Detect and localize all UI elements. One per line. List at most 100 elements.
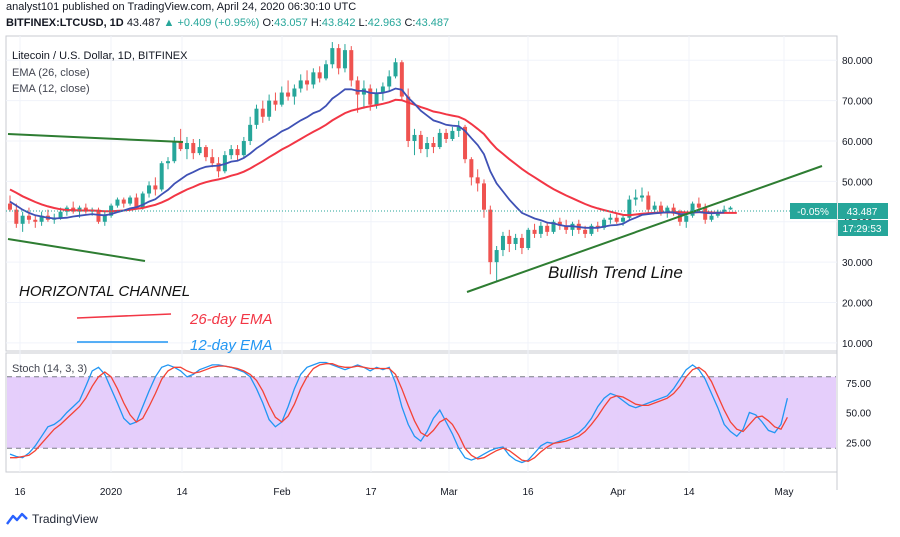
time-tick-label: 2020	[100, 487, 123, 498]
candle-body	[121, 199, 126, 204]
horizontal-channel-label: HORIZONTAL CHANNEL	[19, 283, 190, 300]
candle-body	[709, 215, 714, 220]
bullish-trend-line[interactable]	[466, 165, 823, 293]
bullish-trend-line-label: Bullish Trend Line	[548, 263, 683, 282]
channel-upper-line[interactable]	[7, 133, 184, 143]
candle-body	[425, 143, 430, 150]
ema-lines	[9, 87, 737, 229]
candle-body	[690, 203, 695, 216]
candle-body	[26, 215, 31, 220]
price-tick-label: 10.000	[842, 339, 873, 350]
candle-body	[8, 203, 12, 210]
candle-body	[273, 100, 278, 105]
open-label: O:	[262, 17, 275, 29]
candle-body	[260, 108, 265, 117]
candle-body	[102, 215, 107, 222]
candle-body	[621, 217, 626, 222]
candle-body	[658, 205, 663, 212]
ema26-line	[9, 98, 737, 217]
tradingview-logo[interactable]: TradingView	[6, 512, 98, 526]
symbol-title[interactable]: Litecoin / U.S. Dollar, 1D, BITFINEX	[12, 50, 188, 62]
stoch-tick-label: 25.00	[846, 438, 871, 449]
candle-body	[627, 199, 632, 218]
change-tag	[790, 203, 837, 219]
candle-body	[159, 163, 164, 190]
stoch-k-line	[9, 361, 789, 464]
candle-body	[482, 183, 486, 210]
time-tick-label: 14	[683, 487, 695, 498]
channel-lower-line[interactable]	[7, 238, 146, 262]
candle-body	[330, 48, 335, 65]
candle-body	[406, 96, 411, 141]
stoch-axis[interactable]: 75.00 50.00 25.00	[846, 379, 871, 450]
candle-body	[469, 159, 474, 178]
time-tick-label: 17	[365, 487, 377, 498]
candle-body	[58, 211, 63, 218]
candle-body	[286, 92, 291, 97]
stoch-pane[interactable]	[7, 361, 836, 464]
candle-body	[652, 205, 657, 210]
candle-body	[305, 80, 310, 85]
candle-body	[342, 50, 347, 69]
candle-body	[324, 64, 328, 79]
candle-body	[532, 229, 537, 234]
time-tick-label: May	[775, 487, 794, 498]
price-tick-label: 70.000	[842, 97, 873, 108]
price-tag-text: 43.487	[847, 207, 878, 218]
time-tick-label: Apr	[610, 487, 626, 498]
price-tick-label: 20.000	[842, 299, 873, 310]
stoch-legend[interactable]: Stoch (14, 3, 3)	[12, 363, 88, 375]
candle-body	[595, 225, 600, 228]
candle-body	[203, 147, 208, 158]
candle-body	[696, 203, 701, 208]
ema12-annotation: 12-day EMA	[190, 337, 273, 354]
candle-body	[292, 88, 297, 97]
candle-body	[437, 132, 442, 148]
candle-body	[298, 80, 303, 89]
candle-body	[513, 237, 518, 244]
price-tag	[838, 203, 888, 219]
candle-body	[229, 149, 234, 156]
ema26-annotation: 26-day EMA	[189, 311, 273, 328]
candle-body	[412, 134, 417, 141]
publish-info: analyst101 published on TradingView.com,…	[6, 1, 356, 13]
candle-body	[216, 163, 221, 172]
low-label: L:	[358, 17, 368, 29]
countdown-tag	[838, 220, 888, 236]
tradingview-logo-text: TradingView	[32, 512, 99, 526]
ema26-legend[interactable]: EMA (26, close)	[12, 67, 90, 79]
candle-body	[722, 209, 727, 212]
candle-body	[267, 100, 272, 117]
ema12-legend[interactable]: EMA (12, close)	[12, 83, 90, 95]
high-label: H:	[310, 17, 322, 29]
time-tick-label: 16	[14, 487, 26, 498]
candle-body	[178, 141, 183, 150]
stoch-band-fill	[7, 376, 836, 449]
candle-body	[463, 126, 468, 160]
candle-body	[184, 143, 189, 150]
candle-body	[589, 225, 594, 234]
candle-body	[399, 62, 404, 97]
time-axis[interactable]: 16 2020 14 Feb 17 Mar 16 Apr 14 May	[14, 487, 793, 498]
candle-body	[475, 177, 480, 184]
candles	[8, 42, 733, 283]
ema26-legend-swatch	[76, 313, 172, 319]
publisher-name[interactable]: analyst101	[6, 1, 60, 13]
candle-body	[140, 193, 145, 208]
candle-body	[393, 62, 398, 77]
open-value: 43.057	[274, 17, 308, 29]
candle-body	[677, 213, 682, 222]
candle-body	[545, 225, 550, 232]
candle-body	[20, 215, 25, 224]
candle-body	[39, 215, 44, 222]
candle-body	[355, 80, 360, 95]
candle-body	[14, 209, 19, 224]
publish-date: published on TradingView.com, April 24, …	[59, 1, 357, 13]
time-tick-label: 14	[176, 487, 188, 498]
close-value: 43.487	[415, 17, 450, 29]
candle-body	[172, 141, 177, 162]
drawings[interactable]: HORIZONTAL CHANNEL 26-day EMA 12-day EMA…	[7, 133, 823, 354]
candle-body	[166, 161, 170, 164]
change-tag-text: -0.05%	[797, 207, 829, 218]
